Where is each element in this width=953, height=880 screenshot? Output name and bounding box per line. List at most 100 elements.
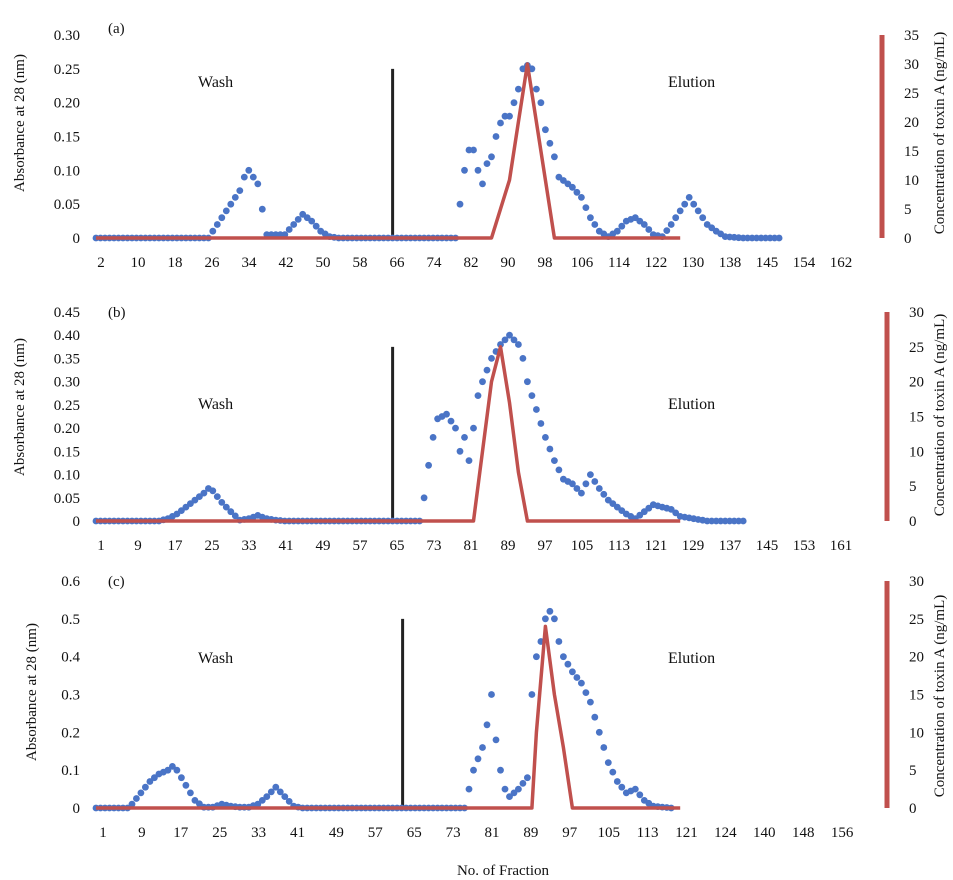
panel-b-xtick-label: 113: [608, 538, 630, 554]
panel-b-absorbance-point: [591, 478, 599, 485]
panel-a-ytick-label: 0.30: [54, 28, 80, 44]
panel-b-xtick-label: 161: [830, 538, 853, 554]
panel-a-xtick-label: 34: [242, 255, 258, 271]
panel-a-ytick-label: 0.15: [54, 130, 80, 146]
panel-b-absorbance-point: [573, 485, 581, 492]
panel-b-toxin-line: [96, 345, 681, 523]
panel-c-absorbance-point: [173, 766, 181, 774]
panel-c-absorbance-point: [281, 793, 289, 800]
panel-a-xtick-label: 18: [168, 255, 183, 271]
panel-c-plot: 0 0.1 0.2 0.3 0.4 0.5 0.6 0 5 10 15 20 25 30 1 9 17 25 33 4…: [61, 574, 924, 841]
panel-c-xtick-label: 1: [99, 825, 107, 841]
panel-c-absorbance-point: [573, 674, 581, 681]
panel-c-y2tick-label: 5: [909, 763, 917, 779]
panel-b-xtick-label: 73: [427, 538, 442, 554]
panel-a-absorbance-point: [640, 221, 648, 228]
panel-a-absorbance-point: [488, 153, 495, 161]
panel-b-absorbance-point: [515, 341, 522, 348]
panel-a-absorbance-point: [209, 227, 217, 235]
panel-a-wash-label: Wash: [198, 74, 233, 91]
panel-c-absorbance-point: [128, 800, 136, 808]
panel-c-absorbance-point: [595, 728, 603, 736]
panel-b-xtick-label: 81: [464, 538, 479, 554]
panel-b-absorbance-point: [483, 366, 491, 374]
panel-a-xtick-label: 138: [719, 255, 742, 271]
panel-b-absorbance-point: [200, 489, 208, 497]
panel-c-absorbance-point: [497, 766, 504, 774]
panel-c-xtick-label: 89: [523, 825, 538, 841]
panel-c-absorbance-point: [146, 778, 154, 785]
panel-a-y2tick-label: 10: [904, 173, 919, 189]
panel-b-xtick-label: 17: [168, 538, 184, 554]
panel-c-absorbance-point: [182, 781, 190, 789]
panel-b-elution-label: Elution: [668, 396, 715, 413]
panel-c-xtick-label: 25: [212, 825, 227, 841]
panel-a-absorbance-point: [694, 207, 702, 215]
panel-a-absorbance-point: [483, 160, 491, 168]
panel-a-absorbance-point: [474, 166, 482, 174]
panel-c-absorbance-point: [267, 788, 275, 796]
panel-b-ytick-label: 0.20: [54, 421, 80, 437]
panel-a-xtick-label: 2: [97, 255, 105, 271]
panel-c-xtick-label: 97: [562, 825, 578, 841]
panel-a-y2tick-label: 25: [904, 86, 919, 102]
panel-c-absorbance-point: [178, 774, 185, 782]
panel-a-xtick-label: 66: [390, 255, 406, 271]
panel-b-ytick-label: 0.35: [54, 351, 80, 367]
panel-a-absorbance-point: [312, 222, 320, 230]
panel-a-absorbance-point: [569, 183, 576, 191]
panel-a-absorbance-point: [690, 200, 698, 208]
panel-c-absorbance-point: [569, 668, 576, 676]
panel-a-xtick-label: 145: [756, 255, 779, 271]
panel-b-absorbance-point: [551, 457, 558, 464]
panel-b-absorbance-point: [222, 503, 230, 511]
panel-a-absorbance-point: [582, 204, 590, 212]
panel-b-absorbance-point: [555, 466, 563, 474]
panel-b-absorbance-point: [501, 336, 509, 344]
panel-a-absorbance-point: [551, 153, 558, 161]
panel-b-xtick-label: 121: [645, 538, 668, 554]
panel-c-ytick-label: 0.1: [61, 763, 80, 779]
panel-b-absorbance-point: [425, 461, 432, 469]
panel-c-ylabel: Absorbance at 28 (nm): [24, 623, 40, 761]
panel-a-absorbance-point: [506, 112, 513, 120]
panel-c-absorbance-point: [254, 800, 262, 808]
panel-b-absorbance-point: [488, 355, 495, 362]
panel-b-absorbance-point: [600, 490, 608, 498]
panel-a-absorbance-point: [663, 227, 671, 235]
panel-b-absorbance-point: [533, 406, 540, 413]
panel-c-absorbance-point: [142, 783, 149, 791]
panel-a-absorbance-point: [537, 99, 545, 107]
panel-c-xtick-label: 49: [329, 825, 344, 841]
panel-b-ytick-label: 0.40: [54, 328, 80, 344]
panel-b-ytick-label: 0: [73, 514, 81, 530]
panel-a-absorbance-point: [236, 187, 244, 195]
panel-c-absorbance-point: [474, 755, 482, 763]
panel-c-absorbance-point: [276, 788, 284, 796]
panel-a-absorbance-point: [479, 180, 486, 188]
panel-b-absorbance-point: [231, 512, 239, 520]
panel-a-y2tick-label: 0: [904, 231, 912, 247]
panel-b-absorbance-point: [569, 480, 576, 488]
panel-c-xtick-label: 140: [753, 825, 776, 841]
panel-a-absorbance-point: [456, 200, 464, 208]
panel-a-xtick-label: 74: [427, 255, 443, 271]
panel-b-xtick-label: 97: [538, 538, 554, 554]
panel-b-absorbance-point: [420, 494, 428, 502]
panel-c-absorbance-point: [133, 795, 140, 802]
panel-a-absorbance-point: [231, 194, 239, 201]
panel-c-absorbance-point: [524, 774, 531, 782]
panel-b-plot: 0 0.05 0.10 0.15 0.20 0.25 0.30 0.35 0.40 0.45 0 5 1…: [54, 305, 924, 554]
panel-b-absorbance-point: [497, 341, 504, 348]
panel-c-absorbance-point: [528, 691, 536, 698]
panel-a-xtick-label: 42: [279, 255, 294, 271]
panel-c-absorbance-point: [600, 744, 608, 751]
panel-c-absorbance-point: [515, 785, 522, 793]
panel-a-absorbance-point: [676, 207, 684, 215]
panel-a-absorbance-point: [528, 65, 536, 73]
panel-c-absorbance-point: [488, 691, 495, 698]
panel-c-absorbance-point: [137, 789, 145, 797]
panel-b-absorbance-point: [519, 355, 527, 362]
panel-b-ytick-label: 0.10: [54, 468, 80, 484]
panel-b-ytick-label: 0.25: [54, 398, 80, 414]
